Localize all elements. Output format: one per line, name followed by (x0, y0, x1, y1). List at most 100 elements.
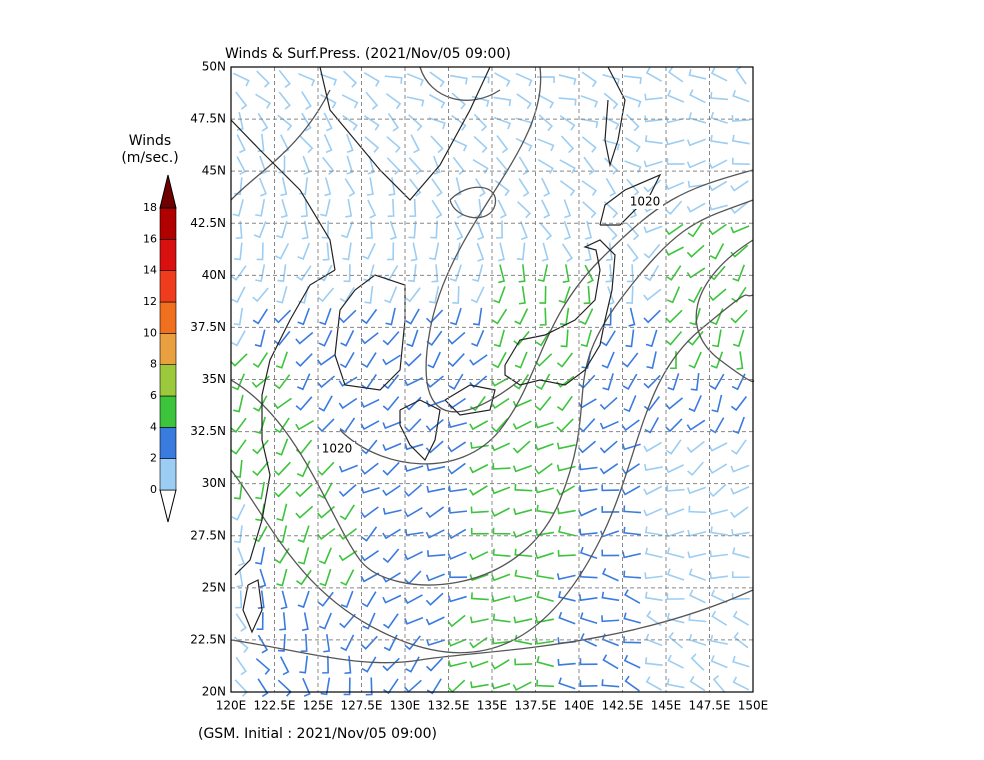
colorbar-label: 8 (150, 358, 157, 371)
wind-barb (360, 486, 380, 494)
wind-barb (382, 396, 400, 411)
wind-barb (321, 220, 330, 239)
wind-barb (513, 616, 533, 624)
wind-barb (512, 440, 531, 454)
wind-barb (605, 264, 613, 283)
wind-barb (364, 285, 374, 304)
wind-barb (599, 396, 618, 411)
wind-barb (345, 198, 353, 218)
wind-barb (404, 484, 422, 497)
isobar (230, 199, 754, 586)
wind-barb (278, 91, 291, 110)
wind-barb (297, 242, 311, 260)
wind-barb (447, 528, 467, 540)
wind-barb (491, 682, 511, 690)
wind-barb (255, 264, 266, 283)
wind-barb (341, 94, 359, 109)
wind-barb (514, 569, 533, 580)
wind-barb (599, 463, 619, 475)
wind-barb (687, 529, 707, 537)
isobar (695, 239, 755, 383)
wind-barb (626, 222, 640, 241)
wind-barb (666, 593, 685, 600)
wind-barb (730, 309, 748, 324)
wind-barb (382, 331, 400, 346)
wind-barb (450, 307, 462, 326)
wind-barb (731, 286, 747, 303)
wind-barb (295, 483, 313, 498)
wind-barb (646, 351, 657, 370)
wind-barb (665, 418, 683, 433)
wind-barb (319, 568, 332, 587)
colorbar-band (159, 301, 177, 334)
wind-barb (323, 112, 333, 132)
wind-barb (736, 351, 744, 370)
wind-barb (425, 573, 445, 582)
wind-barb (273, 483, 292, 498)
wind-barb (666, 484, 685, 492)
wind-barb (578, 594, 598, 602)
wind-barb (338, 376, 358, 387)
colorbar-band (159, 333, 177, 365)
wind-barb (514, 548, 533, 558)
contour-label: 1020 (322, 442, 353, 456)
wind-barb (514, 308, 529, 325)
wind-barb (686, 419, 706, 431)
wind-barb (602, 115, 620, 131)
wind-barb (625, 329, 635, 348)
wind-barb (341, 220, 354, 239)
wind-barb (296, 265, 312, 281)
wind-barb (318, 547, 332, 565)
lat-label: 50N (202, 60, 226, 74)
wind-barb (492, 613, 511, 623)
wind-barb (317, 287, 335, 303)
wind-barb (447, 679, 466, 693)
wind-barb (404, 465, 424, 472)
wind-barb (297, 373, 311, 391)
wind-barb (579, 680, 598, 688)
wind-barb (319, 307, 332, 326)
lon-label: 127.5E (341, 699, 383, 713)
wind-barb (433, 155, 441, 175)
wind-barb (490, 376, 510, 387)
wind-barb (280, 199, 288, 219)
wind-barb (667, 66, 684, 83)
wind-barb (232, 72, 250, 87)
wind-barb (708, 442, 728, 452)
wind-barb (230, 417, 247, 433)
wind-barb (449, 571, 468, 579)
wind-barb (425, 418, 444, 432)
wind-barb (297, 590, 310, 609)
wind-barb (498, 264, 506, 284)
wind-barb (323, 633, 331, 653)
wind-barb (539, 285, 547, 304)
colorbar-band (159, 239, 177, 271)
wind-barb (667, 654, 684, 669)
wind-barb (581, 71, 598, 88)
wind-barb (231, 373, 246, 391)
contour-label-bg (627, 195, 663, 209)
wind-barb (405, 308, 420, 325)
wind-barb (578, 374, 596, 389)
wind-barb (408, 114, 423, 132)
wind-barb (297, 307, 310, 326)
wind-barb (558, 97, 577, 106)
wind-barb (428, 117, 446, 130)
wind-barb (431, 178, 443, 197)
wind-barb (253, 221, 267, 239)
wind-barb (274, 374, 291, 390)
wind-barb (230, 265, 247, 281)
wind-barb (299, 177, 309, 196)
wind-barb (320, 677, 331, 696)
wind-barb (301, 612, 309, 632)
wind-barb (711, 610, 728, 626)
wind-barb (666, 547, 685, 559)
coastline (242, 579, 263, 634)
wind-barb (686, 202, 706, 213)
wind-barb (556, 464, 576, 472)
wind-barb (322, 655, 329, 674)
wind-barb (688, 568, 707, 581)
wind-barb (361, 308, 378, 325)
coastline (604, 66, 626, 168)
wind-barb (383, 634, 398, 652)
